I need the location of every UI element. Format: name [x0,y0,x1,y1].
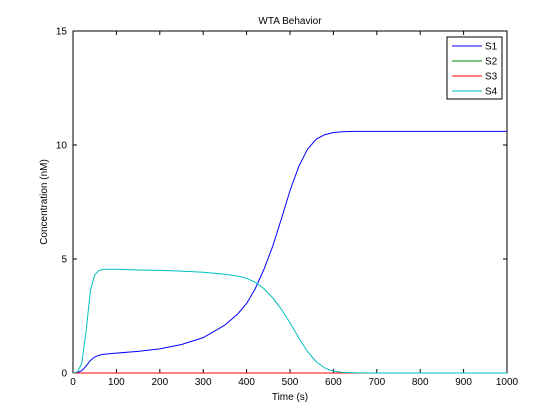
series-line-s1 [72,130,507,374]
x-tick-label: 700 [368,377,385,388]
x-tick-label: 300 [195,377,212,388]
y-tick-label: 5 [61,255,67,266]
x-tick-label: 200 [151,377,168,388]
legend-label-s1: S1 [485,42,498,53]
legend-label-s3: S3 [485,72,498,83]
y-tick-label: 0 [61,369,67,380]
x-tick-label: 400 [238,377,255,388]
x-tick-label: 1000 [496,377,519,388]
legend: S1 S2 S3 S4 [446,36,503,100]
x-axis: 0 100 200 300 400 500 600 700 800 900 1000 [70,31,519,388]
y-axis-title: Concentration (nM) [39,159,50,245]
x-tick-label: 600 [325,377,342,388]
x-tick-label: 0 [70,377,76,388]
chart-title: WTA Behavior [258,16,322,27]
series-layer [72,130,507,374]
x-tick-label: 100 [108,377,125,388]
legend-label-s2: S2 [485,57,498,68]
x-tick-label: 500 [282,377,299,388]
y-tick-label: 15 [56,27,68,38]
legend-box [446,36,503,100]
legend-label-s4: S4 [485,87,498,98]
series-line-s4 [72,268,507,374]
x-tick-label: 900 [455,377,472,388]
y-tick-label: 10 [56,141,68,152]
x-axis-title: Time (s) [272,392,308,403]
x-tick-label: 800 [412,377,429,388]
plot-area [72,30,508,374]
